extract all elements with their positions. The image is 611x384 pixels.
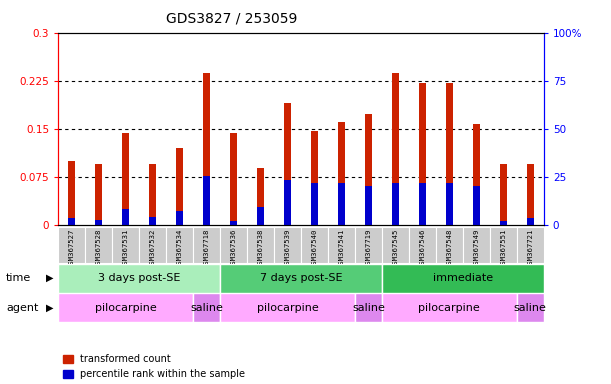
Bar bbox=[274, 227, 301, 263]
Legend: transformed count, percentile rank within the sample: transformed count, percentile rank withi… bbox=[63, 354, 246, 379]
Bar bbox=[355, 293, 382, 322]
Bar bbox=[149, 217, 156, 225]
Bar bbox=[490, 227, 517, 263]
Text: GSM367531: GSM367531 bbox=[123, 228, 128, 268]
Bar bbox=[446, 183, 453, 225]
Bar bbox=[68, 161, 75, 225]
Bar bbox=[338, 122, 345, 225]
Bar bbox=[311, 183, 318, 225]
Text: pilocarpine: pilocarpine bbox=[257, 303, 318, 313]
Text: GSM367528: GSM367528 bbox=[95, 228, 101, 268]
Bar bbox=[203, 73, 210, 225]
Bar bbox=[193, 293, 220, 322]
Text: saline: saline bbox=[352, 303, 385, 313]
Bar bbox=[257, 168, 264, 225]
Bar bbox=[230, 222, 237, 225]
Text: GSM367718: GSM367718 bbox=[203, 228, 210, 268]
Bar bbox=[328, 227, 355, 263]
Text: saline: saline bbox=[190, 303, 223, 313]
Bar bbox=[95, 220, 102, 225]
Bar bbox=[301, 227, 328, 263]
Bar bbox=[355, 227, 382, 263]
Bar bbox=[193, 227, 220, 263]
Bar bbox=[517, 227, 544, 263]
Text: ▶: ▶ bbox=[46, 273, 53, 283]
Bar bbox=[247, 227, 274, 263]
Bar bbox=[68, 218, 75, 225]
Bar bbox=[284, 180, 291, 225]
Text: GSM367548: GSM367548 bbox=[447, 228, 452, 268]
Text: ▶: ▶ bbox=[46, 303, 53, 313]
Text: GSM367538: GSM367538 bbox=[257, 228, 263, 268]
Text: GSM367546: GSM367546 bbox=[419, 228, 425, 268]
Text: GSM367551: GSM367551 bbox=[500, 228, 507, 268]
Bar bbox=[419, 183, 426, 225]
Text: GSM367721: GSM367721 bbox=[527, 228, 533, 268]
Bar bbox=[527, 164, 533, 225]
Bar bbox=[338, 183, 345, 225]
Bar bbox=[392, 183, 399, 225]
Bar bbox=[436, 227, 463, 263]
Bar bbox=[311, 131, 318, 225]
Text: pilocarpine: pilocarpine bbox=[419, 303, 480, 313]
Bar bbox=[166, 227, 193, 263]
Text: GSM367527: GSM367527 bbox=[68, 228, 75, 268]
Text: GSM367541: GSM367541 bbox=[338, 228, 345, 268]
Bar bbox=[112, 227, 139, 263]
Text: 7 days post-SE: 7 days post-SE bbox=[260, 273, 342, 283]
Bar bbox=[139, 227, 166, 263]
Bar bbox=[257, 207, 264, 225]
Text: saline: saline bbox=[514, 303, 547, 313]
Bar bbox=[58, 293, 193, 322]
Text: GSM367549: GSM367549 bbox=[474, 228, 479, 268]
Text: pilocarpine: pilocarpine bbox=[95, 303, 156, 313]
Text: GDS3827 / 253059: GDS3827 / 253059 bbox=[166, 12, 298, 25]
Bar bbox=[284, 103, 291, 225]
Bar bbox=[95, 164, 102, 225]
Bar bbox=[203, 176, 210, 225]
Bar bbox=[365, 186, 371, 225]
Bar bbox=[176, 148, 183, 225]
Bar bbox=[230, 133, 237, 225]
Bar bbox=[122, 209, 129, 225]
Text: GSM367539: GSM367539 bbox=[285, 228, 290, 268]
Bar bbox=[122, 133, 129, 225]
Text: GSM367536: GSM367536 bbox=[230, 228, 236, 268]
Bar bbox=[527, 218, 533, 225]
Bar bbox=[517, 293, 544, 322]
Text: GSM367719: GSM367719 bbox=[365, 228, 371, 268]
Bar bbox=[473, 186, 480, 225]
Bar bbox=[463, 227, 490, 263]
Bar bbox=[176, 210, 183, 225]
Bar bbox=[220, 293, 355, 322]
Bar bbox=[149, 164, 156, 225]
Bar bbox=[446, 83, 453, 225]
Text: time: time bbox=[6, 273, 31, 283]
Bar bbox=[382, 227, 409, 263]
Bar bbox=[382, 264, 544, 293]
Bar bbox=[220, 227, 247, 263]
Bar bbox=[220, 264, 382, 293]
Bar bbox=[392, 73, 399, 225]
Text: agent: agent bbox=[6, 303, 38, 313]
Text: GSM367532: GSM367532 bbox=[150, 228, 155, 268]
Bar bbox=[500, 164, 507, 225]
Bar bbox=[382, 293, 517, 322]
Text: GSM367545: GSM367545 bbox=[392, 228, 398, 268]
Bar bbox=[58, 227, 85, 263]
Bar bbox=[419, 83, 426, 225]
Bar bbox=[473, 124, 480, 225]
Text: 3 days post-SE: 3 days post-SE bbox=[98, 273, 180, 283]
Text: immediate: immediate bbox=[433, 273, 493, 283]
Bar bbox=[409, 227, 436, 263]
Bar bbox=[365, 114, 371, 225]
Text: GSM367534: GSM367534 bbox=[177, 228, 183, 268]
Text: GSM367540: GSM367540 bbox=[312, 228, 317, 268]
Bar bbox=[58, 264, 220, 293]
Bar bbox=[85, 227, 112, 263]
Bar bbox=[500, 221, 507, 225]
